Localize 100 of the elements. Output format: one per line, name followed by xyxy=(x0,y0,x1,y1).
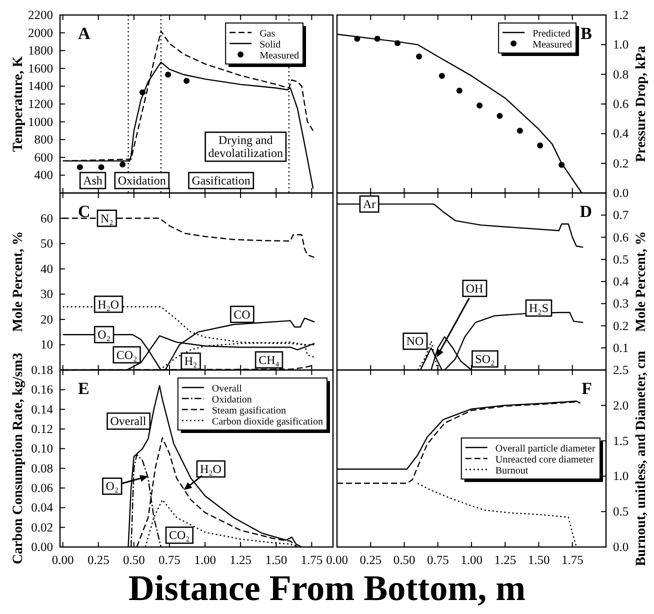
annotation: H₂ xyxy=(184,354,198,368)
annotation: CO₂ xyxy=(116,348,138,362)
annotation: Gasification xyxy=(192,174,250,188)
y-tick-label: 0.14 xyxy=(31,402,54,416)
legend-label: Solid xyxy=(260,40,281,50)
x-tick-label: 0.25 xyxy=(360,552,382,567)
annotation: H₂S xyxy=(528,301,549,316)
x-tick-label: 1.50 xyxy=(528,552,550,567)
legend-label: Steam gasification xyxy=(212,406,286,416)
annotation: Overall xyxy=(110,414,147,428)
y-tick-label: 0.04 xyxy=(31,500,54,515)
legend-label: Carbon dioxide gasification xyxy=(212,416,323,428)
y-tick-label: 30 xyxy=(40,287,53,302)
text: C xyxy=(78,202,90,221)
y-tick-label: 40 xyxy=(40,262,53,276)
y-tick-label: 400 xyxy=(34,168,53,182)
y-tick-label: 1.0 xyxy=(613,469,629,484)
y-tick-label: 0.5 xyxy=(613,252,629,266)
x-tick-label: 0.25 xyxy=(87,552,110,567)
annotation: Ar xyxy=(362,197,376,212)
y-tick-label: 60 xyxy=(40,211,53,226)
x-tick-label: 0.00 xyxy=(52,552,74,567)
y-tick-label: 0.4 xyxy=(613,274,630,288)
x-tick-label: 1.75 xyxy=(561,552,584,567)
y-tick-label: 0.5 xyxy=(613,504,629,519)
y-tick-label: 2.0 xyxy=(613,398,629,412)
y-tick-label: 0.4 xyxy=(613,126,630,141)
y-tick-label: 0.2 xyxy=(613,318,629,333)
legend-label: Burnout xyxy=(495,466,528,476)
y-tick-label: 10 xyxy=(40,338,53,352)
y-axis-title: Pressure Drop, kPa xyxy=(634,46,649,162)
annotation: SO₂ xyxy=(475,352,495,366)
y-tick-label: 0.06 xyxy=(31,481,53,495)
y-tick-label: 1400 xyxy=(28,79,53,94)
annotation: CO xyxy=(234,307,251,322)
annotation: Drying and devolatilization xyxy=(208,133,283,160)
y-tick-label: 0.0 xyxy=(613,540,629,554)
text: E xyxy=(78,379,90,398)
annotation: O₂ xyxy=(106,479,119,494)
y-tick-label: 1200 xyxy=(28,97,53,111)
annotation: H₂O xyxy=(200,462,222,476)
legend-label: Oxidation xyxy=(212,394,252,406)
annotation: H₂O xyxy=(98,297,120,312)
x-tick-label: 1.25 xyxy=(494,552,516,567)
y-axis-title: Temperature, K xyxy=(11,56,26,152)
x-axis-title: Distance From Bottom, m xyxy=(128,568,526,608)
y-tick-label: 2200 xyxy=(28,8,53,22)
y-tick-label: 1800 xyxy=(28,44,53,58)
y-tick-label: 0.2 xyxy=(613,156,629,170)
y-tick-label: 0.3 xyxy=(613,296,629,311)
x-tick-label: 1.25 xyxy=(230,552,252,567)
y-tick-label: 50 xyxy=(40,236,53,251)
legend-label: Overall particle diameter xyxy=(495,444,596,454)
y-tick-label: 0.0 xyxy=(613,186,629,200)
y-tick-label: 0.12 xyxy=(31,422,53,436)
annotation: Ash xyxy=(83,174,102,188)
y-tick-label: 800 xyxy=(34,132,53,147)
y-tick-label: 0.1 xyxy=(613,340,629,355)
annotation: CO₂ xyxy=(169,528,190,542)
y-tick-label: 20 xyxy=(40,312,53,326)
legend-label: Measured xyxy=(532,40,572,50)
x-tick-label: 0.00 xyxy=(326,552,348,567)
x-tick-label: 1.50 xyxy=(265,552,288,567)
y-tick-label: 0.08 xyxy=(31,461,53,476)
y-tick-label: 600 xyxy=(34,150,53,164)
y-tick-label: 0.6 xyxy=(613,97,629,111)
y-tick-label: 2000 xyxy=(28,26,53,40)
text: D xyxy=(580,202,592,221)
y-tick-label: 1.0 xyxy=(613,38,629,52)
y-axis-title: Mole Percent, % xyxy=(634,231,649,332)
text: B xyxy=(580,24,592,43)
y-tick-label: 0.7 xyxy=(613,208,629,222)
legend-label: Unreacted core diameter xyxy=(495,454,594,466)
x-tick-label: 0.75 xyxy=(158,552,180,567)
text: A xyxy=(78,24,91,43)
y-axis-title: Burnout, unitless, and Diameter, cm xyxy=(634,350,649,566)
x-tick-label: 1.00 xyxy=(194,552,216,567)
annotation: NO xyxy=(406,334,424,348)
y-tick-label: 0.6 xyxy=(613,230,629,244)
y-tick-label: 0.18 xyxy=(31,363,53,377)
text: F xyxy=(582,379,592,398)
y-tick-label: 0.10 xyxy=(31,442,53,456)
y-axis-title: Mole Percent, % xyxy=(11,231,26,332)
legend-label: Measured xyxy=(260,50,299,62)
annotation: N₂ xyxy=(100,211,114,226)
y-tick-label: 1.5 xyxy=(613,434,629,448)
x-tick-label: 1.00 xyxy=(460,552,482,567)
legend-label: Overall xyxy=(212,384,242,394)
x-tick-label: 0.75 xyxy=(426,552,449,567)
y-tick-label: 2.5 xyxy=(613,363,629,377)
x-tick-label: 0.50 xyxy=(393,552,416,567)
y-axis-title: Carbon Consumption Rate, kg/sm3 xyxy=(11,352,26,564)
annotation: O₂ xyxy=(98,328,111,342)
y-tick-label: 0.16 xyxy=(31,382,53,397)
y-tick-label: 1.2 xyxy=(613,8,629,22)
annotation: Oxidation xyxy=(118,174,166,188)
y-tick-label: 1000 xyxy=(28,114,53,129)
y-tick-label: 0.00 xyxy=(31,540,53,554)
annotation: CH₄ xyxy=(258,352,280,367)
y-tick-label: 0.8 xyxy=(613,67,629,82)
